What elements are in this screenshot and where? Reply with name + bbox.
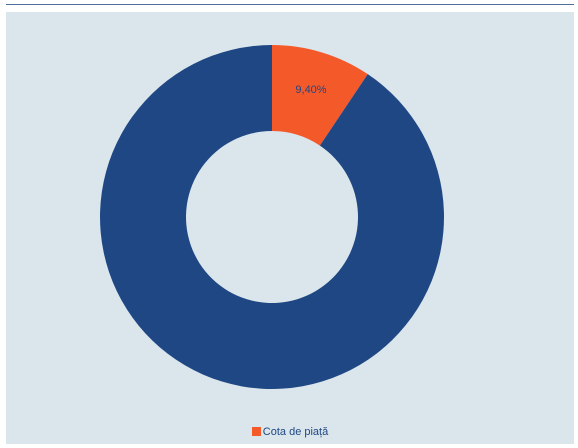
data-label-share: 9,40% — [295, 84, 326, 96]
donut-chart: 9,40% — [99, 45, 445, 390]
donut-slice-remainder — [99, 45, 445, 390]
chart-panel: 9,40% Cota de piață — [6, 12, 574, 444]
legend-swatch-share — [251, 427, 261, 436]
legend-label-share: Cota de piață — [262, 426, 329, 438]
top-rule — [6, 4, 574, 5]
donut-slice-share — [272, 45, 368, 146]
legend: Cota de piață — [6, 426, 574, 438]
